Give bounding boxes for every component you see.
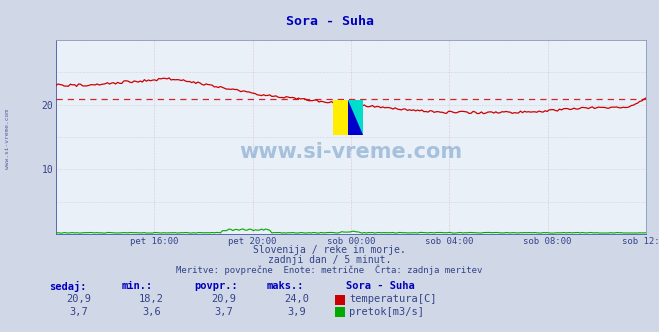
Text: 20,9: 20,9 [212, 294, 237, 304]
Text: 24,0: 24,0 [284, 294, 309, 304]
Text: 18,2: 18,2 [139, 294, 164, 304]
Text: maks.:: maks.: [267, 281, 304, 290]
Text: 20,9: 20,9 [67, 294, 92, 304]
Text: Sora - Suha: Sora - Suha [346, 281, 415, 290]
Text: Meritve: povprečne  Enote: metrične  Črta: zadnja meritev: Meritve: povprečne Enote: metrične Črta:… [177, 265, 482, 276]
Text: Slovenija / reke in morje.: Slovenija / reke in morje. [253, 245, 406, 255]
Text: www.si-vreme.com: www.si-vreme.com [239, 142, 463, 162]
Text: min.:: min.: [122, 281, 153, 290]
Text: 3,7: 3,7 [70, 307, 88, 317]
Text: pretok[m3/s]: pretok[m3/s] [349, 307, 424, 317]
Text: zadnji dan / 5 minut.: zadnji dan / 5 minut. [268, 255, 391, 265]
Text: povpr.:: povpr.: [194, 281, 238, 290]
Text: 3,7: 3,7 [215, 307, 233, 317]
Text: temperatura[C]: temperatura[C] [349, 294, 437, 304]
Text: sedaj:: sedaj: [49, 281, 87, 291]
Text: 3,9: 3,9 [287, 307, 306, 317]
Text: www.si-vreme.com: www.si-vreme.com [5, 110, 11, 169]
Text: Sora - Suha: Sora - Suha [285, 15, 374, 28]
Polygon shape [348, 100, 362, 135]
Bar [348, 100, 362, 135]
Text: 3,6: 3,6 [142, 307, 161, 317]
Bar [333, 100, 348, 135]
